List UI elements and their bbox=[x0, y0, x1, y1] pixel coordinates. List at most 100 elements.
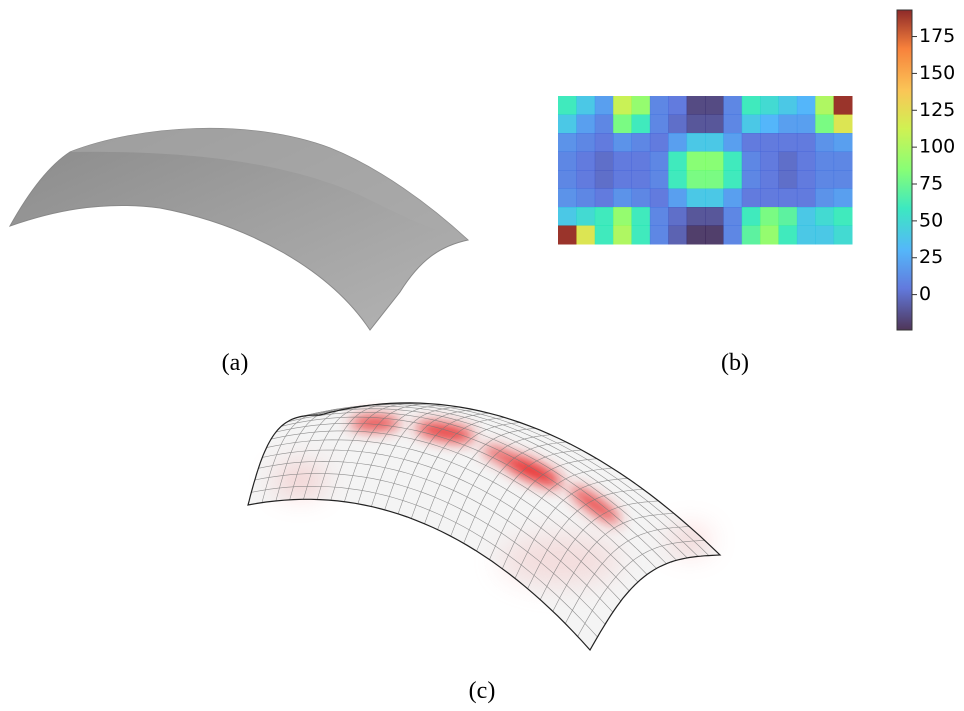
heat-cell bbox=[742, 226, 761, 245]
heat-cell bbox=[705, 189, 724, 208]
heat-cell bbox=[558, 189, 577, 208]
caption: (a) bbox=[222, 350, 249, 376]
heat-cell bbox=[760, 115, 779, 134]
heat-cell bbox=[742, 207, 761, 226]
heat-cell bbox=[558, 207, 577, 226]
heat-cell bbox=[613, 170, 632, 189]
caption: (c) bbox=[469, 678, 496, 704]
heat-cell bbox=[760, 133, 779, 152]
heat-cell bbox=[668, 152, 687, 171]
tick-label: 0 bbox=[919, 283, 931, 305]
heat-cell bbox=[687, 189, 706, 208]
heat-cell bbox=[650, 152, 669, 171]
heat-cell bbox=[723, 189, 742, 208]
heat-cell bbox=[558, 152, 577, 171]
heat-cell bbox=[705, 207, 724, 226]
heat-cell bbox=[576, 207, 595, 226]
heat-cell bbox=[723, 133, 742, 152]
heat-cell bbox=[723, 170, 742, 189]
heat-cell bbox=[668, 170, 687, 189]
heat-cell bbox=[797, 207, 816, 226]
heat-cell bbox=[815, 152, 834, 171]
heat-cell bbox=[650, 226, 669, 245]
heat-cell bbox=[779, 226, 798, 245]
heat-cell bbox=[742, 96, 761, 115]
tick-label: 100 bbox=[919, 136, 955, 158]
caption: (b) bbox=[721, 350, 749, 376]
heat-cell bbox=[815, 96, 834, 115]
heat-cell bbox=[558, 96, 577, 115]
heat-cell bbox=[595, 115, 614, 134]
heat-cell bbox=[650, 170, 669, 189]
heat-cell bbox=[687, 207, 706, 226]
heat-cell bbox=[576, 189, 595, 208]
heat-cell bbox=[742, 133, 761, 152]
heat-cell bbox=[797, 133, 816, 152]
heat-cell bbox=[632, 115, 651, 134]
heat-cell bbox=[632, 133, 651, 152]
heat-cell bbox=[576, 226, 595, 245]
heat-cell bbox=[613, 133, 632, 152]
heat-cell bbox=[815, 189, 834, 208]
heat-cell bbox=[632, 207, 651, 226]
mesh-c bbox=[248, 403, 720, 650]
heat-cell bbox=[834, 133, 853, 152]
heat-cell bbox=[687, 133, 706, 152]
heat-cell bbox=[595, 226, 614, 245]
heat-cell bbox=[815, 133, 834, 152]
heat-cell bbox=[558, 133, 577, 152]
colorbar bbox=[897, 10, 912, 330]
heat-cell bbox=[797, 96, 816, 115]
heat-cell bbox=[613, 226, 632, 245]
heat-cell bbox=[760, 207, 779, 226]
heat-cell bbox=[576, 170, 595, 189]
heat-cell bbox=[632, 96, 651, 115]
heat-cell bbox=[797, 152, 816, 171]
heat-cell bbox=[723, 207, 742, 226]
heat-cell bbox=[668, 133, 687, 152]
heat-cell bbox=[687, 152, 706, 171]
heat-cell bbox=[742, 152, 761, 171]
heat-cell bbox=[760, 152, 779, 171]
heat-cell bbox=[760, 226, 779, 245]
tick-label: 125 bbox=[919, 99, 955, 121]
heat-cell bbox=[576, 96, 595, 115]
heat-cell bbox=[760, 96, 779, 115]
heat-cell bbox=[705, 170, 724, 189]
heat-cell bbox=[779, 96, 798, 115]
heat-cell bbox=[632, 226, 651, 245]
tick-label: 75 bbox=[919, 173, 943, 195]
heat-cell bbox=[834, 189, 853, 208]
heat-cell bbox=[779, 189, 798, 208]
heat-cell bbox=[723, 152, 742, 171]
heat-cell bbox=[650, 189, 669, 208]
tick-label: 50 bbox=[919, 209, 943, 231]
heat-cell bbox=[742, 115, 761, 134]
heat-cell bbox=[595, 189, 614, 208]
heat-cell bbox=[576, 133, 595, 152]
heat-cell bbox=[779, 152, 798, 171]
heat-cell bbox=[705, 226, 724, 245]
heat-cell bbox=[723, 96, 742, 115]
page: (a) (b) (c) 0255075100125150175 (() => {… bbox=[0, 0, 964, 711]
heat-cell bbox=[723, 226, 742, 245]
heat-cell bbox=[668, 115, 687, 134]
heatmap bbox=[558, 96, 853, 245]
heat-cell bbox=[650, 207, 669, 226]
heat-cell bbox=[613, 152, 632, 171]
heat-cell bbox=[613, 115, 632, 134]
heat-cell bbox=[576, 152, 595, 171]
heat-cell bbox=[668, 226, 687, 245]
heat-cell bbox=[760, 189, 779, 208]
heat-cell bbox=[650, 133, 669, 152]
heat-cell bbox=[687, 226, 706, 245]
heat-cell bbox=[558, 226, 577, 245]
heat-cell bbox=[668, 96, 687, 115]
heat-cell bbox=[742, 170, 761, 189]
heat-cell bbox=[779, 170, 798, 189]
heat-cell bbox=[760, 170, 779, 189]
heat-cell bbox=[815, 207, 834, 226]
tick-label: 25 bbox=[919, 246, 943, 268]
heat-cell bbox=[797, 189, 816, 208]
